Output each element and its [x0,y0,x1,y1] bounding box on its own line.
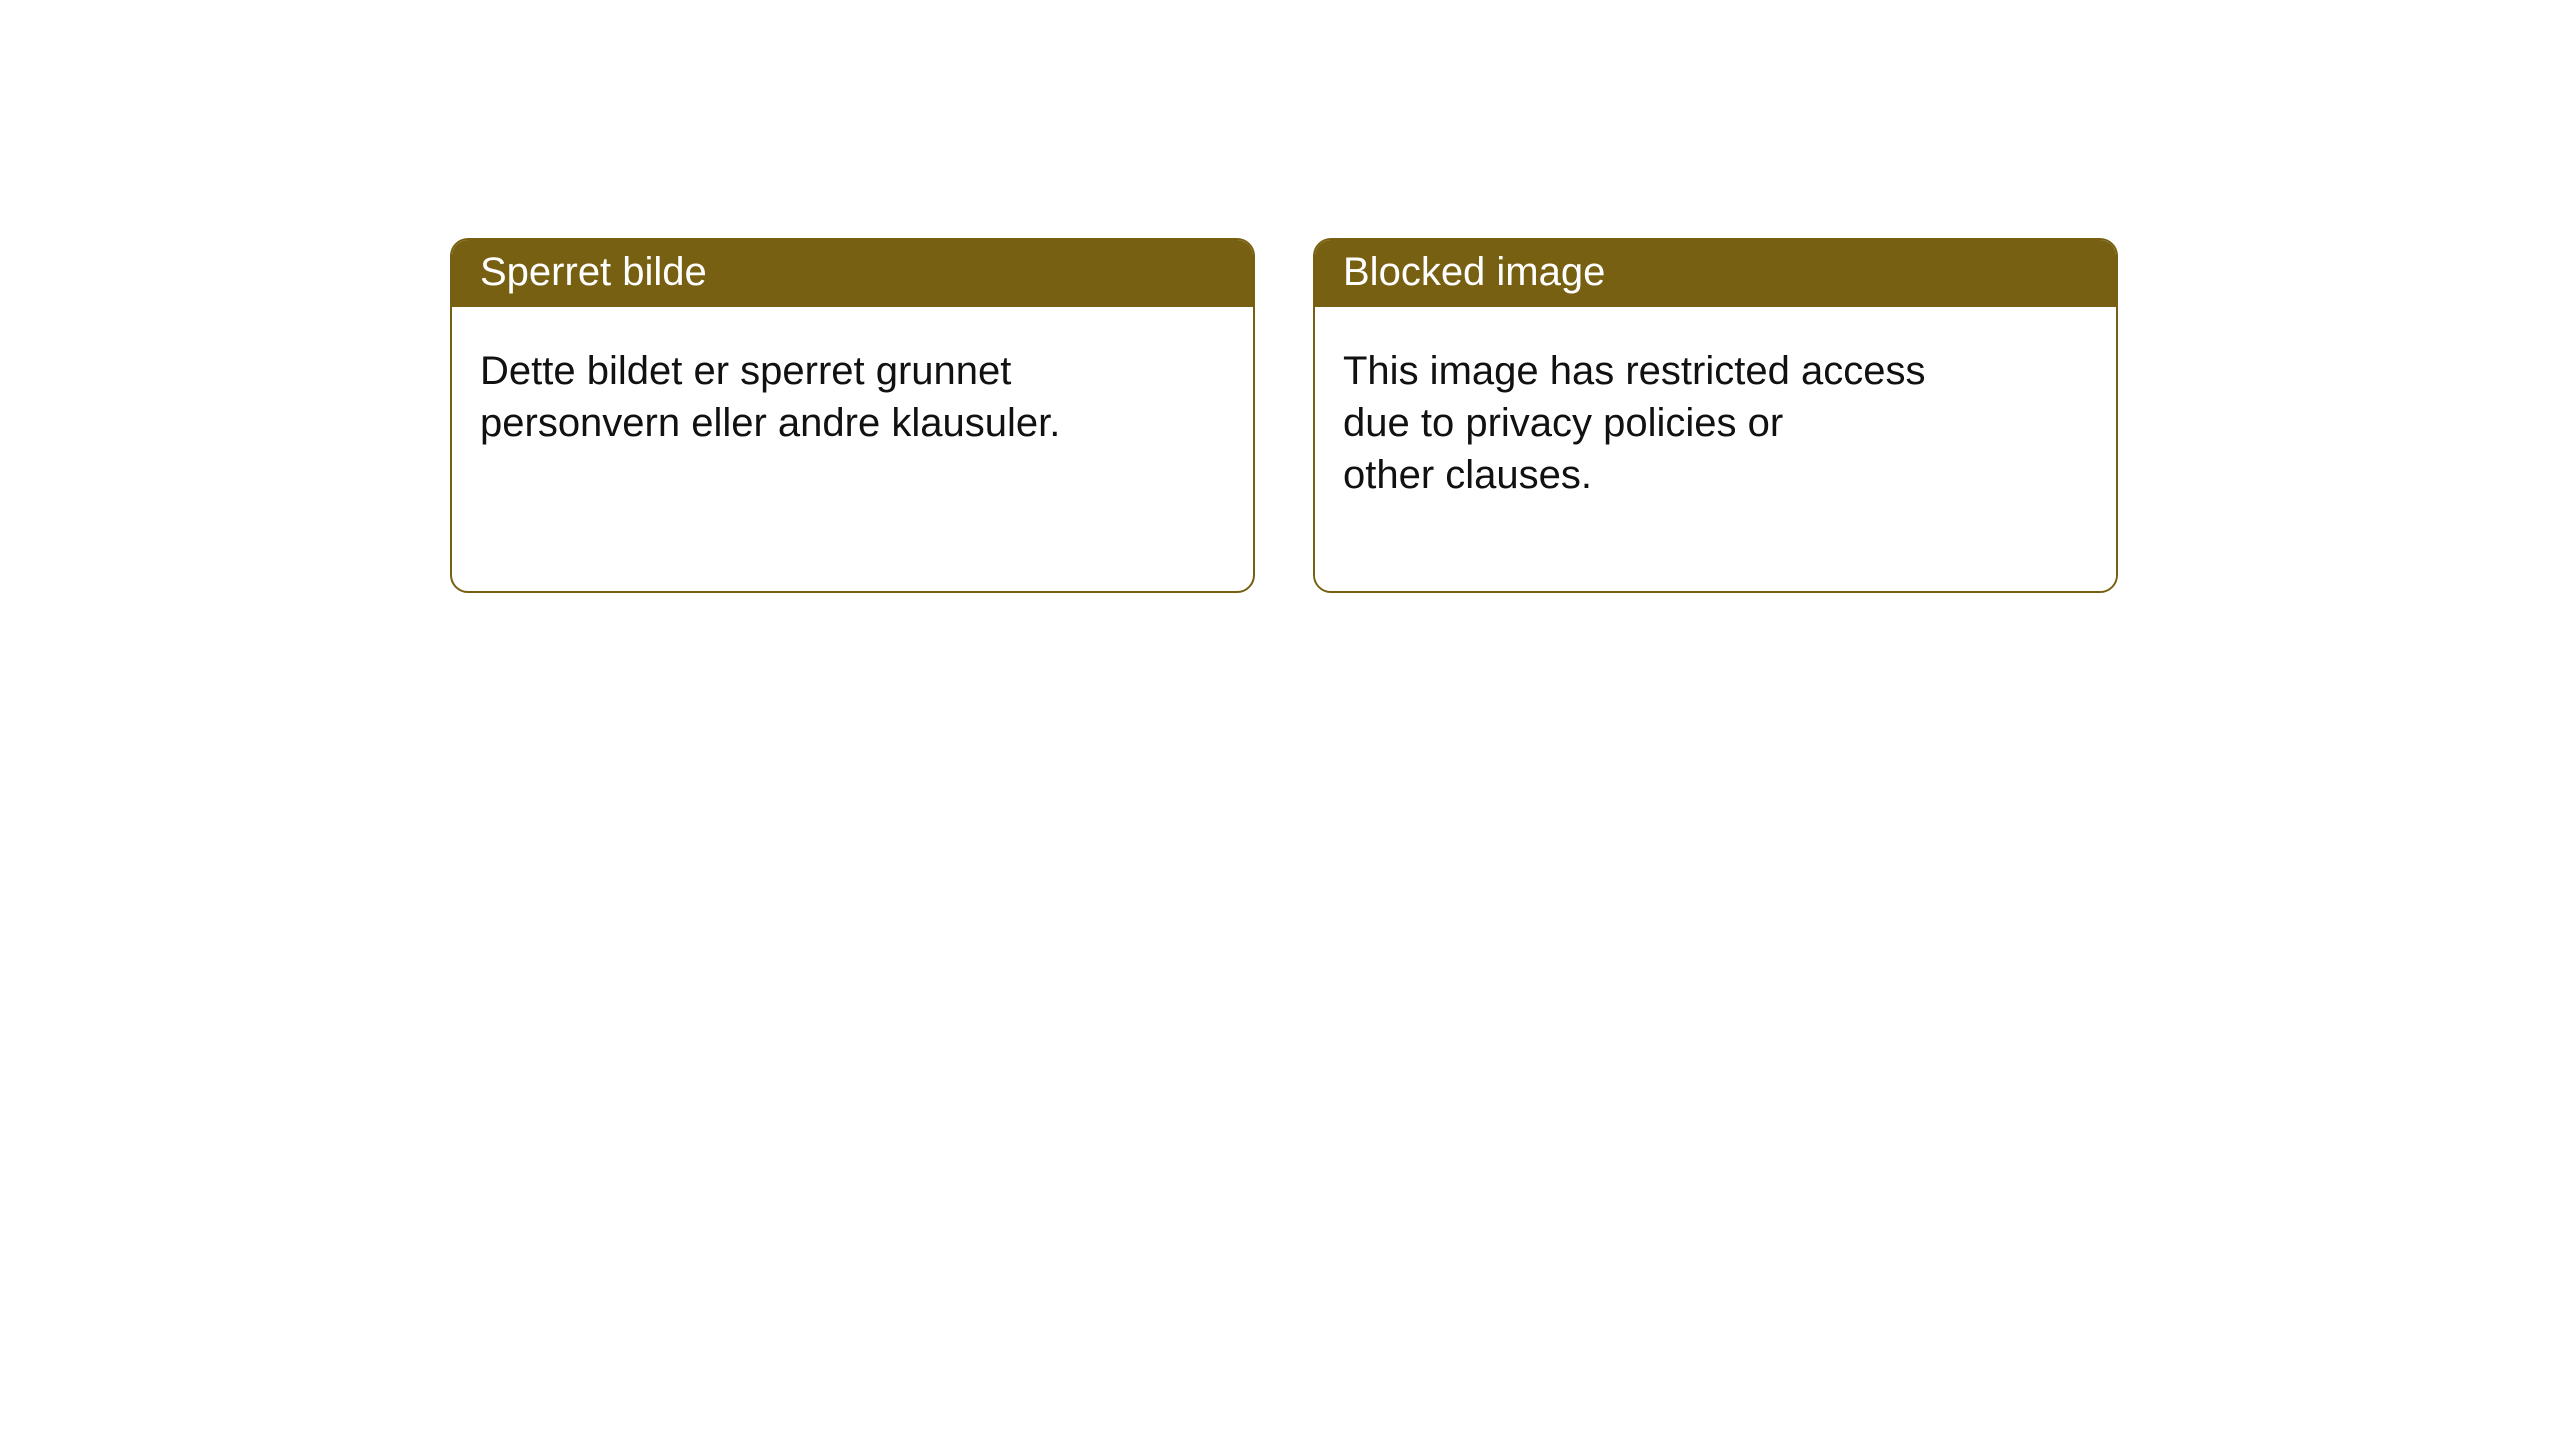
card-title-no: Sperret bilde [480,250,707,294]
message-line: other clauses. [1343,449,2088,501]
card-header-en: Blocked image [1315,240,2116,307]
message-line: personvern eller andre klausuler. [480,397,1225,449]
message-line: This image has restricted access [1343,345,2088,397]
notice-container: Sperret bilde Dette bildet er sperret gr… [0,0,2560,593]
blocked-image-card-en: Blocked image This image has restricted … [1313,238,2118,593]
card-message-en: This image has restricted access due to … [1343,345,2088,501]
blocked-image-card-no: Sperret bilde Dette bildet er sperret gr… [450,238,1255,593]
message-line: due to privacy policies or [1343,397,2088,449]
card-body-no: Dette bildet er sperret grunnet personve… [452,307,1253,539]
message-line: Dette bildet er sperret grunnet [480,345,1225,397]
card-title-en: Blocked image [1343,250,1605,294]
card-header-no: Sperret bilde [452,240,1253,307]
card-body-en: This image has restricted access due to … [1315,307,2116,591]
card-message-no: Dette bildet er sperret grunnet personve… [480,345,1225,449]
